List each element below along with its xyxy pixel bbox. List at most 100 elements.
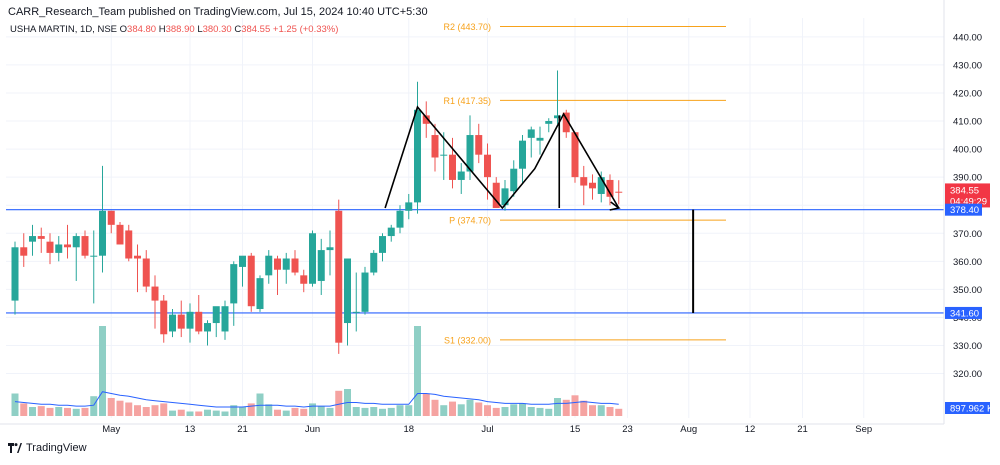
candle-body[interactable] — [405, 202, 413, 211]
candle-body[interactable] — [422, 115, 430, 124]
candle-body[interactable] — [335, 210, 343, 343]
volume-bar — [151, 405, 159, 416]
candle-body[interactable] — [20, 247, 28, 256]
candle-body[interactable] — [195, 311, 203, 332]
candle-body[interactable] — [519, 140, 526, 169]
volume-bar — [99, 326, 106, 416]
candle-body[interactable] — [142, 258, 150, 287]
candle-body[interactable] — [309, 233, 316, 284]
candle-body[interactable] — [370, 252, 378, 273]
volume-bar — [247, 403, 255, 416]
candle-body[interactable] — [256, 278, 264, 310]
candle-body[interactable] — [116, 224, 124, 245]
candle-body[interactable] — [562, 112, 570, 133]
tradingview-brand[interactable]: TradingView — [8, 442, 87, 454]
tradingview-logo-icon — [8, 443, 22, 453]
candle-body[interactable] — [431, 135, 439, 158]
candle-body[interactable] — [379, 236, 386, 253]
candle-body[interactable] — [169, 314, 176, 332]
candle-body[interactable] — [46, 241, 54, 253]
candle-body[interactable] — [99, 210, 106, 256]
candle-body[interactable] — [125, 230, 133, 259]
candle-body[interactable] — [64, 244, 71, 248]
candle-body[interactable] — [29, 236, 36, 242]
candle-body[interactable] — [396, 210, 404, 228]
candle-body[interactable] — [326, 247, 334, 251]
candle-body[interactable] — [291, 258, 299, 273]
candle-body[interactable] — [484, 154, 491, 178]
legend-low-label: L — [197, 24, 202, 35]
candle-body[interactable] — [204, 323, 211, 332]
candle-body[interactable] — [11, 247, 19, 301]
volume-bar — [396, 405, 404, 416]
candle-body[interactable] — [475, 135, 483, 155]
candle-body[interactable] — [239, 255, 246, 267]
legend-open-value: 384.80 — [127, 24, 159, 35]
candle-body[interactable] — [580, 177, 588, 186]
volume-ma-line — [14, 391, 619, 408]
candle-body[interactable] — [107, 210, 115, 225]
candle-body[interactable] — [300, 275, 308, 284]
candle-body[interactable] — [160, 300, 168, 335]
candle-body[interactable] — [134, 255, 141, 259]
candle-body[interactable] — [352, 311, 360, 313]
candle-body[interactable] — [457, 171, 465, 180]
candle-body[interactable] — [282, 258, 290, 270]
candle-body[interactable] — [527, 129, 535, 138]
candle-body[interactable] — [55, 244, 63, 253]
legend-open-label: O — [120, 24, 127, 35]
candle-body[interactable] — [501, 188, 509, 206]
candle-body[interactable] — [387, 227, 395, 237]
candle-body[interactable] — [554, 115, 561, 119]
candle-body[interactable] — [274, 258, 281, 270]
volume-bar — [20, 403, 28, 416]
last-price-value: 384.55 — [950, 185, 979, 196]
volume-bar — [282, 410, 290, 416]
candle-body[interactable] — [536, 137, 544, 141]
volume-bar — [81, 407, 89, 416]
candle-body[interactable] — [317, 250, 325, 281]
volume-bar — [46, 407, 54, 416]
candle-body[interactable] — [90, 255, 98, 257]
candle-body[interactable] — [466, 135, 474, 172]
volume-bar — [597, 405, 605, 416]
volume-bar — [580, 400, 588, 416]
volume-bar — [484, 405, 491, 416]
candle-body[interactable] — [247, 255, 255, 307]
candle-body[interactable] — [492, 182, 500, 208]
volume-bar — [204, 409, 211, 416]
candle-body[interactable] — [510, 168, 518, 192]
candle-body[interactable] — [221, 306, 229, 332]
volume-bar — [352, 407, 360, 416]
candle-body[interactable] — [344, 258, 351, 324]
candle-body[interactable] — [230, 264, 238, 304]
candle-body[interactable] — [615, 191, 623, 193]
candle-body[interactable] — [37, 236, 45, 239]
ohlc-legend: USHA MARTIN, 1D, NSE O384.80 H388.90 L38… — [10, 24, 338, 35]
candle-body[interactable] — [449, 154, 456, 180]
candle-body[interactable] — [265, 255, 273, 276]
volume-bar — [230, 405, 238, 416]
volume-bar — [326, 407, 334, 416]
candle-body[interactable] — [597, 177, 605, 194]
candle-body[interactable] — [361, 272, 369, 312]
pivot-label: S1 (332.00) — [444, 335, 491, 345]
candle-body[interactable] — [177, 314, 185, 329]
hline-price-value: 341.60 — [950, 308, 979, 319]
candle-body[interactable] — [440, 154, 448, 156]
candle-body[interactable] — [589, 182, 596, 189]
candle-body[interactable] — [414, 109, 421, 203]
candle-body[interactable] — [151, 286, 159, 301]
candle-body[interactable] — [571, 132, 579, 178]
candle-body[interactable] — [545, 121, 553, 124]
candle-body[interactable] — [606, 179, 614, 197]
volume-bar — [317, 406, 325, 416]
candle-body[interactable] — [72, 236, 80, 248]
candle-body[interactable] — [81, 236, 89, 256]
price-tick-label: 370.00 — [953, 229, 982, 240]
candle-body[interactable] — [212, 306, 220, 324]
candle-body[interactable] — [186, 311, 194, 329]
volume-bar — [335, 390, 343, 416]
volume-bar — [405, 405, 413, 416]
